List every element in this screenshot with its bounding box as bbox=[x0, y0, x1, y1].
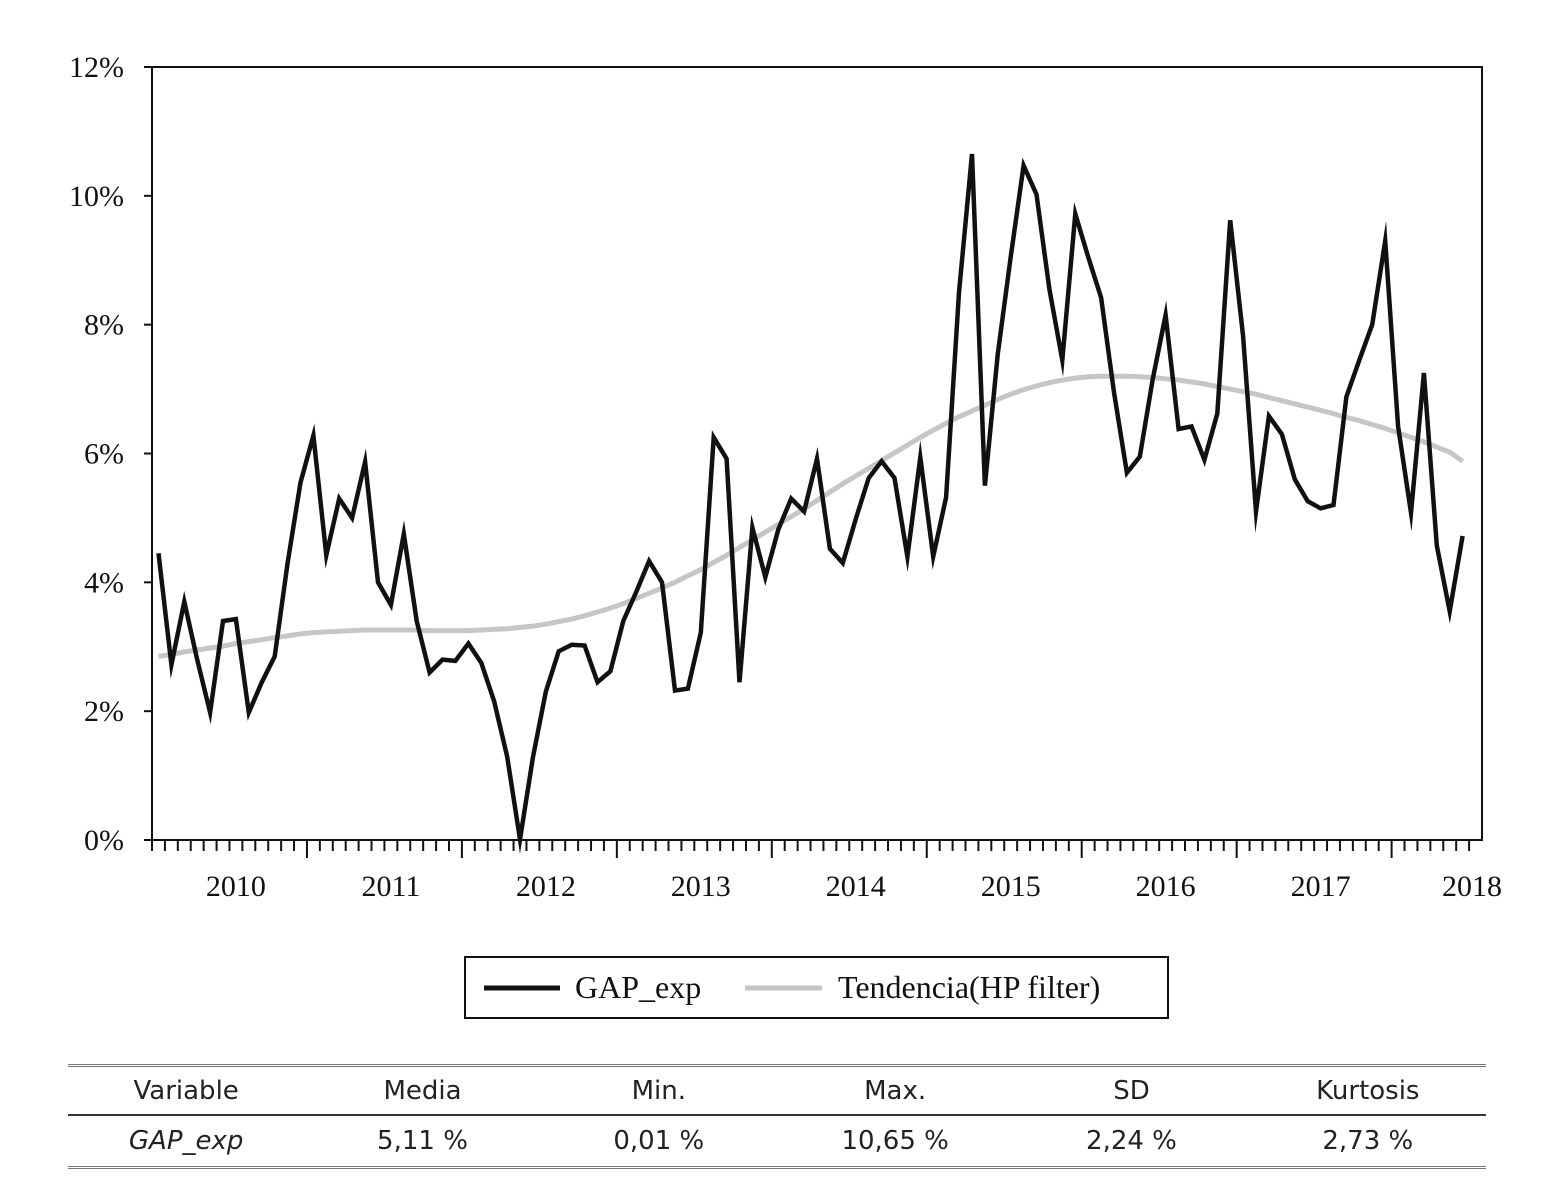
stats-header-variable: Variable bbox=[68, 1065, 305, 1116]
stats-cell-min: 0,01 % bbox=[540, 1115, 777, 1169]
stats-header-media: Media bbox=[304, 1065, 541, 1116]
x-tick-label: 2011 bbox=[361, 870, 420, 903]
x-tick-label: 2013 bbox=[671, 870, 731, 903]
stats-data-row: GAP_exp 5,11 % 0,01 % 10,65 % 2,24 % 2,7… bbox=[68, 1115, 1486, 1169]
y-tick-label: 12% bbox=[69, 51, 124, 84]
stats-header-min: Min. bbox=[540, 1065, 777, 1116]
y-tick-label: 4% bbox=[84, 566, 124, 599]
stats-header-sd: SD bbox=[1013, 1065, 1250, 1116]
x-tick-label: 2018 bbox=[1442, 870, 1502, 903]
legend-label-gap-exp: GAP_exp bbox=[575, 969, 701, 1005]
series-layer bbox=[156, 153, 1465, 854]
y-axis: 0% 2% 4% 6% 8% 10% 12% bbox=[69, 51, 152, 857]
y-tick-label: 8% bbox=[84, 309, 124, 342]
series-line-gap-exp bbox=[156, 153, 1465, 854]
y-tick-label: 10% bbox=[69, 180, 124, 213]
stats-header-row: Variable Media Min. Max. SD Kurtosis bbox=[68, 1065, 1486, 1116]
stats-cell-kurtosis: 2,73 % bbox=[1249, 1115, 1486, 1169]
y-tick-label: 6% bbox=[84, 438, 124, 471]
stats-cell-variable: GAP_exp bbox=[68, 1115, 305, 1169]
stats-header-max: Max. bbox=[776, 1065, 1014, 1116]
x-tick-label: 2017 bbox=[1291, 870, 1351, 903]
x-tick-label: 2015 bbox=[981, 870, 1041, 903]
x-axis: 2010 2011 2012 2013 2014 2015 2016 2017 2018 bbox=[151, 840, 1502, 903]
x-tick-label: 2012 bbox=[516, 870, 576, 903]
x-tick-label: 2014 bbox=[826, 870, 886, 903]
stats-cell-media: 5,11 % bbox=[304, 1115, 541, 1169]
legend: GAP_exp Tendencia(HP filter) bbox=[464, 956, 1169, 1019]
stats-header-kurtosis: Kurtosis bbox=[1249, 1065, 1486, 1116]
stats-cell-max: 10,65 % bbox=[776, 1115, 1014, 1169]
y-tick-label: 0% bbox=[84, 824, 124, 857]
x-tick-label: 2016 bbox=[1136, 870, 1196, 903]
line-chart: 0%2%4%6%8%10%12% 2010 2011 2012 2013 2014 201… bbox=[69, 51, 1502, 1019]
stats-cell-sd: 2,24 % bbox=[1013, 1115, 1250, 1169]
legend-label-hp-trend: Tendencia(HP filter) bbox=[838, 969, 1100, 1005]
y-tick-label: 2% bbox=[84, 695, 124, 728]
stats-table: Variable Media Min. Max. SD Kurtosis GAP… bbox=[68, 1064, 1486, 1169]
x-tick-label: 2010 bbox=[206, 870, 266, 903]
